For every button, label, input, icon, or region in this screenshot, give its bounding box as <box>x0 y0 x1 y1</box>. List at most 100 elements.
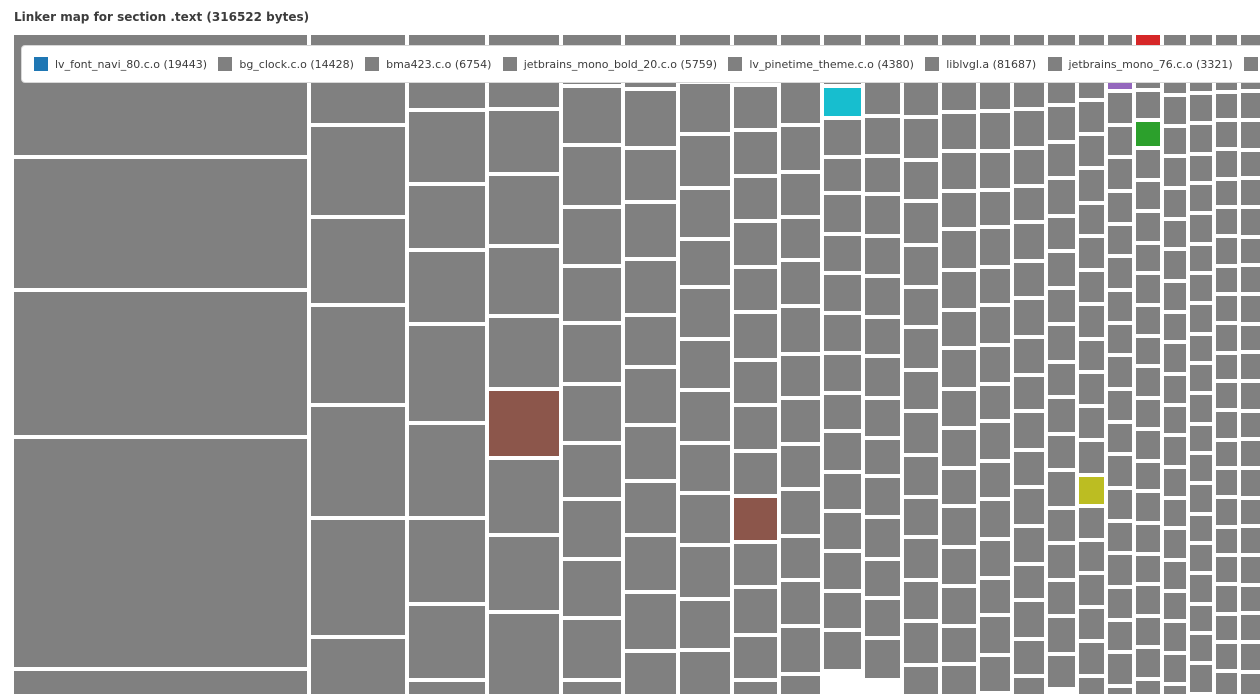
treemap-cell <box>824 315 861 351</box>
treemap-cell <box>1108 688 1132 694</box>
treemap-cell <box>680 392 730 441</box>
treemap-cell <box>680 136 730 186</box>
treemap-column <box>625 35 676 694</box>
treemap-cell <box>980 269 1010 303</box>
treemap-cell <box>1048 510 1075 541</box>
legend-swatch-icon <box>502 57 517 71</box>
treemap-cell <box>1108 523 1132 551</box>
treemap-cell <box>865 400 900 436</box>
treemap-cell <box>1241 122 1260 148</box>
treemap-column <box>734 35 777 694</box>
legend-label: jetbrains_mono_bold_20.c.o (5759) <box>523 57 718 71</box>
treemap-cell <box>1079 542 1104 571</box>
treemap-cell-yellow <box>1079 477 1104 504</box>
treemap-cell <box>1190 606 1212 631</box>
treemap-cell <box>824 593 861 628</box>
treemap-cell <box>1190 426 1212 451</box>
treemap-cell <box>781 491 820 534</box>
legend: lv_font_navi_80.c.o (19443) bg_clock.c.o … <box>21 45 1260 83</box>
treemap-cell <box>942 350 976 387</box>
treemap-cell <box>409 425 485 516</box>
treemap-cell <box>311 219 405 303</box>
treemap-cell <box>680 190 730 237</box>
treemap-cell <box>680 547 730 597</box>
treemap-cell <box>1216 644 1237 669</box>
treemap-cell <box>680 84 730 132</box>
treemap-cell <box>1108 391 1132 420</box>
treemap-cell <box>1048 218 1075 249</box>
treemap-cell <box>1190 275 1212 301</box>
treemap-cell <box>1216 122 1237 147</box>
treemap-cell <box>1190 125 1212 152</box>
treemap-cell <box>904 623 938 663</box>
treemap-cell <box>489 176 559 244</box>
treemap-column <box>1164 35 1186 694</box>
treemap-cell <box>563 445 621 497</box>
treemap-cell <box>1014 489 1044 524</box>
treemap-cell <box>625 150 676 200</box>
treemap-cell <box>734 269 777 310</box>
treemap-cell <box>942 231 976 268</box>
treemap-cell <box>942 193 976 227</box>
treemap-cell <box>1241 383 1260 409</box>
legend-swatch-icon <box>365 57 380 71</box>
treemap-cell <box>1164 221 1186 247</box>
treemap-cell <box>942 114 976 149</box>
treemap-cell <box>1216 181 1237 205</box>
treemap-cell <box>865 640 900 678</box>
treemap-cell <box>980 386 1010 419</box>
treemap-cell <box>980 423 1010 459</box>
treemap-cell <box>1164 344 1186 372</box>
treemap-cell <box>980 657 1010 691</box>
treemap-cell <box>1190 95 1212 121</box>
treemap-cell <box>1048 364 1075 395</box>
treemap-cell <box>824 159 861 191</box>
treemap-cell <box>824 553 861 589</box>
treemap-cell <box>942 470 976 504</box>
treemap-cell <box>942 153 976 189</box>
treemap-cell <box>1048 545 1075 578</box>
treemap-cell <box>1164 530 1186 558</box>
treemap-cell <box>980 307 1010 343</box>
treemap-cell <box>625 427 676 479</box>
treemap-cell <box>1164 655 1186 682</box>
treemap-cell <box>824 513 861 549</box>
treemap-cell <box>1164 500 1186 526</box>
treemap-cell <box>865 561 900 596</box>
treemap-cell-brown <box>489 391 559 456</box>
treemap-cell <box>311 520 405 635</box>
treemap-cell <box>1241 152 1260 176</box>
treemap-cell <box>904 582 938 619</box>
treemap-cell <box>1216 268 1237 292</box>
treemap-cell <box>1108 292 1132 321</box>
treemap-cell <box>1014 413 1044 448</box>
treemap-column <box>1079 35 1104 694</box>
treemap-cell <box>980 541 1010 576</box>
treemap-cell <box>1241 441 1260 466</box>
treemap-cell <box>1164 158 1186 186</box>
treemap-cell <box>1190 395 1212 422</box>
treemap-cell <box>1079 238 1104 268</box>
treemap-cell <box>1014 300 1044 335</box>
treemap-cell <box>625 483 676 533</box>
treemap-cell <box>1216 673 1237 694</box>
treemap-cell <box>1079 102 1104 132</box>
treemap-cell <box>1241 615 1260 640</box>
treemap-cell <box>1048 656 1075 687</box>
treemap-cell <box>1048 618 1075 652</box>
treemap-cell <box>734 407 777 449</box>
treemap-cell <box>1079 408 1104 438</box>
treemap-cell <box>1108 654 1132 684</box>
treemap-cell <box>942 391 976 426</box>
treemap-cell <box>1164 97 1186 124</box>
treemap-cell <box>734 178 777 219</box>
treemap-cell <box>1014 263 1044 296</box>
legend-swatch-icon <box>218 57 233 71</box>
treemap-cell <box>734 87 777 128</box>
treemap-cell <box>1079 374 1104 404</box>
legend-label: lv_font_navi_80.c.o (19443) <box>55 57 208 71</box>
treemap-cell <box>781 308 820 352</box>
treemap-cell <box>824 355 861 391</box>
treemap-cell <box>1136 368 1160 396</box>
